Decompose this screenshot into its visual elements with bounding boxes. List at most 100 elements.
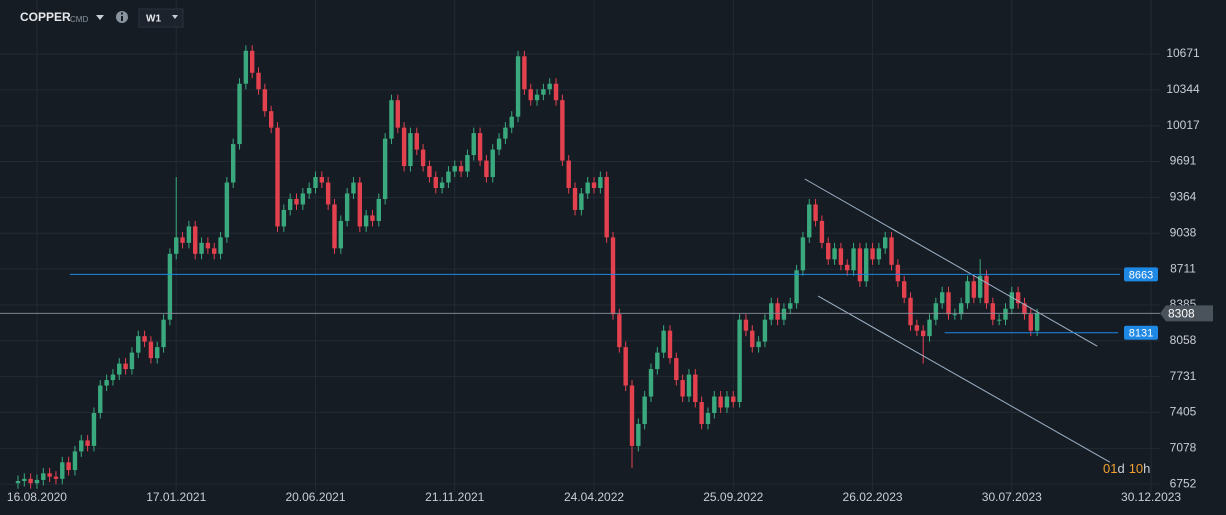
candle-body: [547, 83, 552, 90]
candle-body: [977, 275, 983, 298]
candle-body: [610, 237, 616, 315]
candle-body: [914, 325, 920, 331]
candle-body: [401, 127, 407, 167]
last-price-label-box: [1160, 305, 1213, 322]
candle-body: [800, 237, 806, 271]
candle-body: [952, 314, 958, 316]
candle-body: [376, 198, 381, 221]
candle-body: [237, 83, 242, 145]
y-tick-label: 7405: [1170, 405, 1197, 419]
candle-body: [642, 396, 647, 424]
candle-body: [104, 380, 109, 386]
y-tick-label: 7078: [1170, 440, 1197, 454]
candle-body: [66, 462, 71, 471]
y-tick-label: 9038: [1170, 225, 1197, 239]
candle-body: [47, 473, 52, 477]
candle-body: [287, 198, 293, 210]
candle-body: [28, 478, 33, 484]
candle-body: [832, 248, 837, 260]
candle-body: [281, 209, 287, 227]
y-tick-label: 8058: [1170, 333, 1197, 347]
price-line-label-box: [1124, 325, 1158, 340]
candle-body: [838, 248, 844, 265]
toolbar: COPPER CMD W1: [20, 8, 184, 28]
candle-body: [857, 248, 863, 282]
candle-body: [41, 473, 46, 480]
candle-body: [249, 50, 255, 73]
interval-select[interactable]: [138, 8, 184, 28]
candle-body: [53, 476, 59, 479]
candle-body: [724, 396, 730, 408]
candle-body: [275, 127, 280, 227]
candle-body: [876, 248, 882, 260]
countdown-part: h: [1143, 461, 1150, 476]
candle-body: [781, 308, 787, 320]
candle-body: [306, 187, 312, 194]
candle-body: [965, 281, 970, 304]
candle-body: [155, 347, 160, 359]
candle-body: [300, 193, 306, 205]
candle-body: [522, 56, 527, 90]
candle-body: [142, 336, 147, 342]
countdown-part: 10: [1129, 461, 1143, 476]
symbol[interactable]: COPPER: [20, 10, 71, 24]
candle-body: [515, 56, 521, 117]
candle-body: [15, 481, 21, 484]
candle-body: [98, 385, 103, 413]
market: CMD: [70, 15, 88, 24]
symbol-dropdown[interactable]: [96, 15, 104, 20]
candle-body: [218, 237, 223, 254]
candle-body: [503, 127, 508, 139]
candle-body: [819, 220, 825, 243]
candle-body: [1009, 292, 1015, 309]
candle-body: [553, 83, 559, 101]
candle-body: [680, 380, 685, 397]
candle-body: [85, 440, 90, 446]
plot: [0, 45, 1160, 489]
candle-body: [325, 182, 331, 205]
candle-body: [319, 177, 325, 183]
y-tick-label: 10344: [1166, 82, 1200, 96]
candle-body: [477, 133, 483, 161]
candle-body: [22, 478, 27, 482]
candle-body: [117, 363, 122, 375]
candle-body: [762, 319, 768, 342]
candle-body: [471, 133, 476, 156]
x-tick-label: 26.02.2023: [843, 490, 903, 504]
countdown: 01d 10h: [1103, 461, 1150, 476]
candle-body: [382, 138, 388, 199]
candle-body: [161, 319, 166, 348]
candle-body: [971, 281, 977, 298]
candle-body: [617, 314, 622, 348]
candle-body: [598, 177, 603, 188]
candle-body: [484, 160, 489, 178]
price-line-label: 8663: [1129, 269, 1153, 281]
candle-body: [901, 281, 907, 298]
candle-body: [370, 215, 375, 221]
x-tick-label: 24.04.2022: [564, 490, 624, 504]
candle-body: [775, 303, 780, 320]
candle-body: [243, 50, 249, 84]
trendline: [817, 295, 1111, 463]
candle-body: [212, 248, 217, 254]
candle-body: [851, 248, 856, 271]
x-tick-label: 20.06.2021: [285, 490, 345, 504]
countdown-part: 01: [1103, 461, 1117, 476]
candle-body: [534, 94, 540, 101]
y-tick-label: 10017: [1166, 118, 1200, 132]
candle-body: [1003, 308, 1008, 320]
candle-body: [920, 330, 926, 337]
y-tick-label: 6752: [1170, 476, 1197, 490]
candle-body: [648, 369, 654, 397]
candle-body: [408, 133, 413, 167]
candle-body: [705, 412, 711, 424]
candle-body: [136, 336, 141, 353]
candle-body: [1028, 314, 1034, 331]
candle-body: [34, 479, 40, 484]
candle-body: [268, 111, 274, 128]
candle-body: [939, 292, 945, 304]
info-icon-glyph: [121, 16, 123, 21]
candle-body: [566, 160, 571, 188]
candle-body: [667, 330, 673, 359]
candle-body: [693, 374, 698, 403]
